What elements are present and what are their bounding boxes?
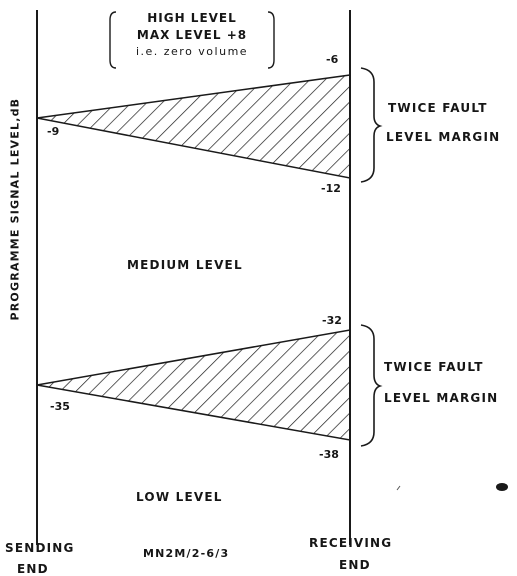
sending-end-label-2: END (17, 562, 49, 576)
lower-margin-line2: LEVEL MARGIN (384, 391, 499, 405)
high-level-title: HIGH LEVEL (147, 11, 237, 25)
upper-margin-brace (360, 67, 383, 183)
max-level-label: MAX LEVEL +8 (136, 28, 248, 42)
low-level-label: LOW LEVEL (136, 490, 223, 504)
receiving-end-label-2: END (339, 558, 371, 572)
y-axis-label: PROGRAMME SIGNAL LEVEL,dB (8, 97, 22, 321)
upper-margin-line2: LEVEL MARGIN (386, 130, 501, 144)
medium-level-label: MEDIUM LEVEL (127, 258, 243, 272)
upper-start-value: -9 (47, 125, 60, 138)
upper-bottom-value: -12 (321, 182, 341, 195)
upper-margin-line1: TWICE FAULT (388, 101, 488, 115)
upper-level-band (36, 74, 351, 179)
receiving-end-label: RECEIVING (309, 536, 393, 550)
sending-end-label: SENDING (5, 541, 75, 555)
zero-volume-label: i.e. zero volume (135, 45, 249, 58)
upper-top-value: -6 (326, 53, 339, 66)
lower-level-band (36, 329, 351, 441)
ink-speck (496, 483, 508, 491)
lower-margin-line1: TWICE FAULT (384, 360, 484, 374)
figure-reference: MN2M/2-6/3 (143, 547, 230, 560)
lower-top-value: -32 (322, 314, 342, 327)
lower-margin-brace (360, 324, 383, 447)
ink-mark (396, 485, 401, 491)
lower-bottom-value: -38 (319, 448, 339, 461)
high-level-bracket-left (109, 11, 117, 69)
lower-start-value: -35 (50, 400, 70, 413)
high-level-bracket-right (267, 11, 275, 69)
